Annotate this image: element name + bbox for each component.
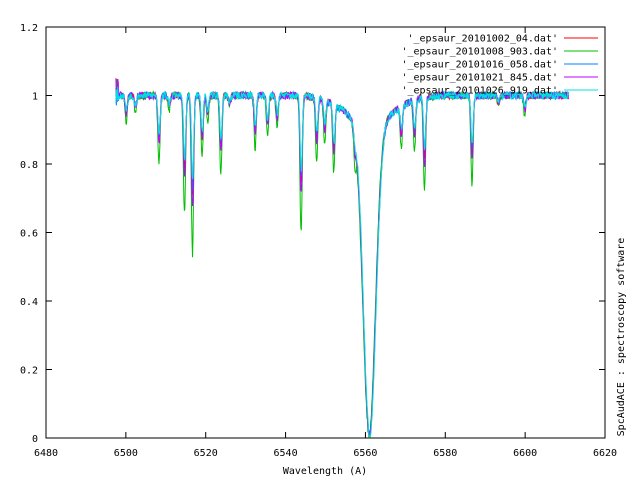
y-axis-ticks: 0 0.2 0.4 0.6 0.8 1 1.2 xyxy=(20,23,605,445)
series-layer xyxy=(115,78,570,438)
y-tick-label: 0.4 xyxy=(20,297,38,308)
y-tick-label: 0.8 xyxy=(20,160,38,171)
x-tick-label: 6500 xyxy=(114,448,138,459)
y-tick-label: 1 xyxy=(32,92,38,103)
y-tick-label: 0.6 xyxy=(20,229,38,240)
y-tick-label: 1.2 xyxy=(20,23,38,34)
x-axis-ticks: 6480 6500 6520 6540 6560 6580 6600 6620 xyxy=(34,27,617,459)
x-tick-label: 6620 xyxy=(593,448,617,459)
x-tick-label: 6580 xyxy=(433,448,457,459)
y-tick-label: 0 xyxy=(32,434,38,445)
legend: '_epsaur_20101002_04.dat' '_epsaur_201010… xyxy=(401,34,598,97)
x-tick-label: 6520 xyxy=(194,448,218,459)
legend-label: '_epsaur_20101016_058.dat' xyxy=(401,60,558,71)
y-tick-label: 0.2 xyxy=(20,366,38,377)
x-tick-label: 6480 xyxy=(34,448,58,459)
legend-label: '_epsaur_20101008_903.dat' xyxy=(401,47,558,58)
series-line xyxy=(115,86,570,438)
legend-label: '_epsaur_20101002_04.dat' xyxy=(407,34,558,45)
x-tick-label: 6560 xyxy=(353,448,377,459)
x-tick-label: 6600 xyxy=(513,448,537,459)
legend-label: '_epsaur_20101026_919.dat' xyxy=(401,86,558,97)
legend-label: '_epsaur_20101021_845.dat' xyxy=(401,73,558,84)
x-axis-label: Wavelength (A) xyxy=(283,466,367,477)
x-tick-label: 6540 xyxy=(274,448,298,459)
side-software-label: SpcAudACE : spectroscopy software xyxy=(616,238,627,437)
